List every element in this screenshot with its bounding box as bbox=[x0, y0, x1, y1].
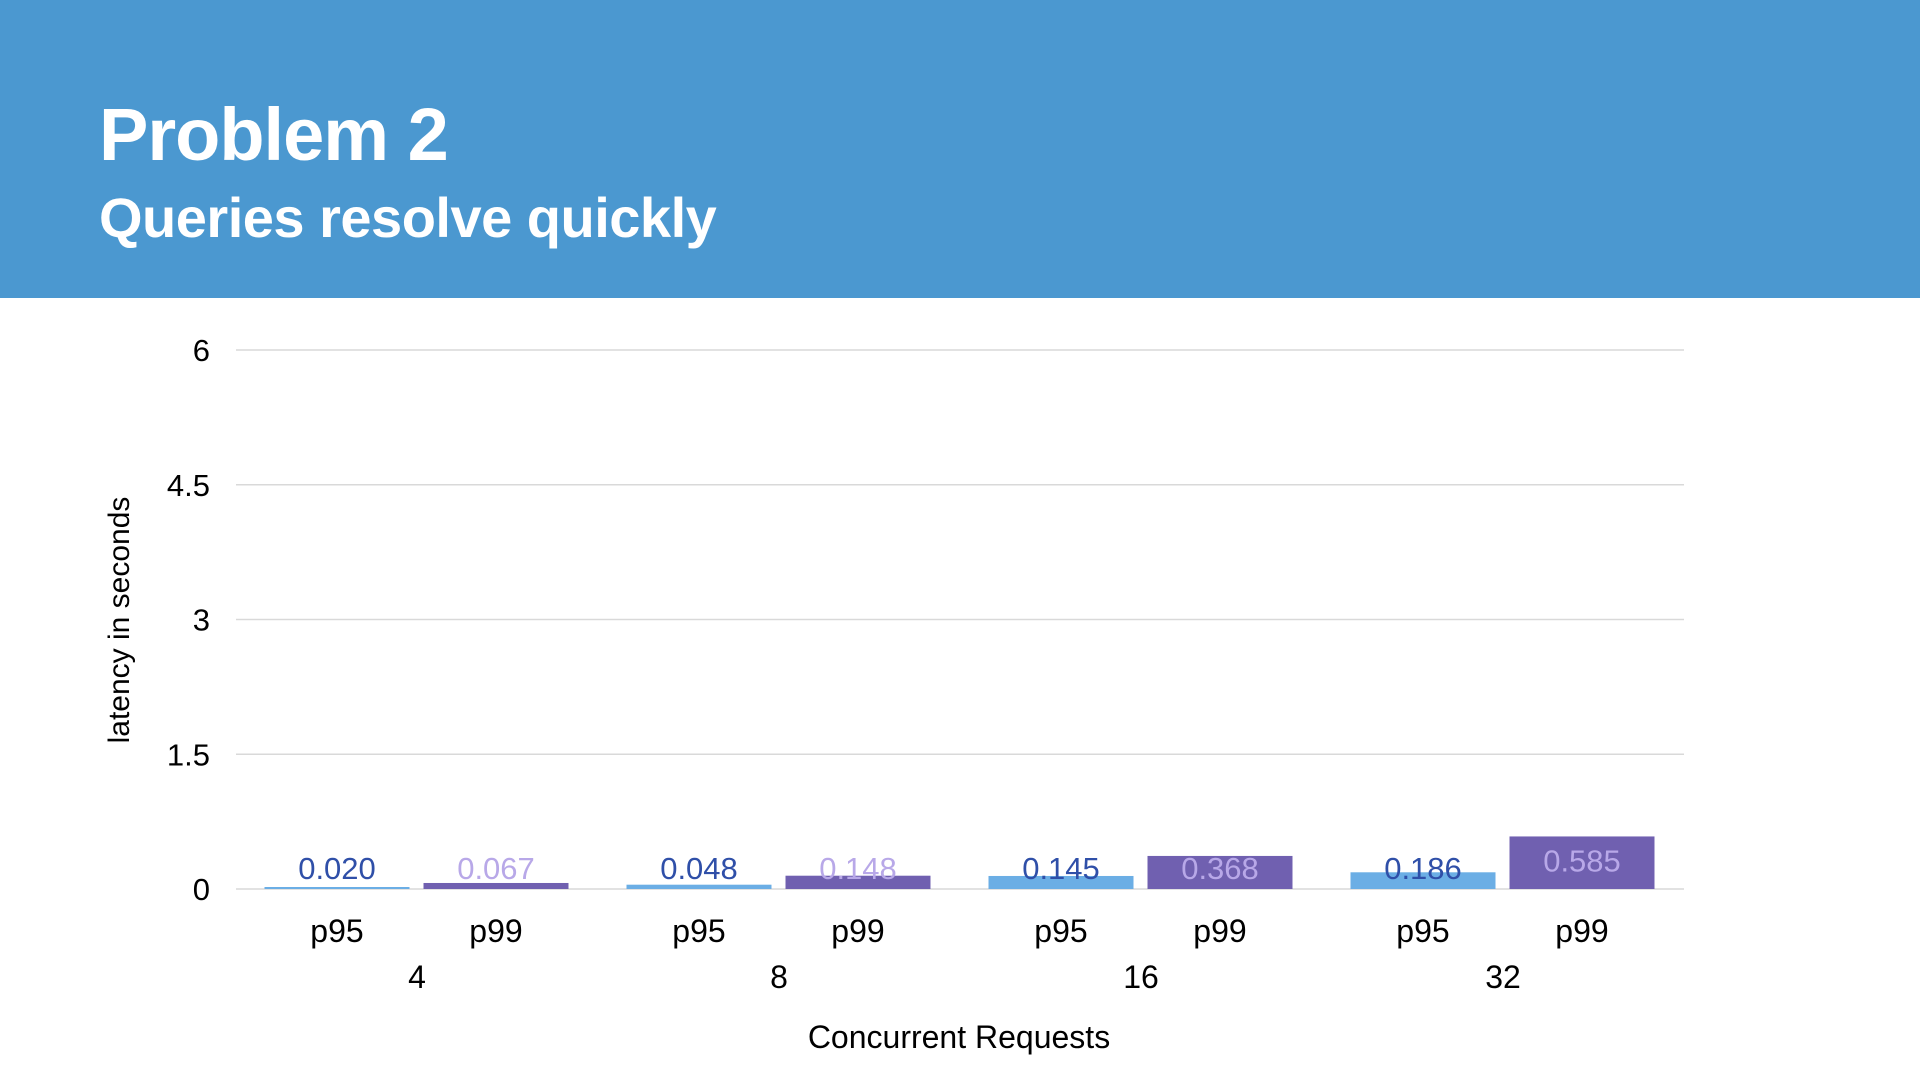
data-label: 0.368 bbox=[1181, 851, 1259, 886]
y-tick-label: 4.5 bbox=[167, 468, 210, 503]
x-subcategory-label: p95 bbox=[1034, 913, 1087, 949]
bars: 0.020 0.067 0.048 0.148 0.145 0.368 0.186 0.585 bbox=[264, 836, 1655, 889]
x-subcategory-label: p99 bbox=[1193, 913, 1246, 949]
x-subcategory-label: p99 bbox=[1555, 913, 1608, 949]
y-tick-label: 0 bbox=[193, 872, 210, 907]
bar-p95-16 bbox=[988, 875, 1134, 889]
gridlines bbox=[236, 349, 1684, 890]
data-label: 0.048 bbox=[660, 851, 738, 886]
data-label: 0.145 bbox=[1022, 851, 1100, 886]
y-axis-label: latency in seconds bbox=[103, 497, 136, 744]
data-label: 0.148 bbox=[819, 851, 897, 886]
x-subcategory-label: p95 bbox=[1396, 913, 1449, 949]
page-subtitle: Queries resolve quickly bbox=[99, 186, 717, 249]
x-subcategory-label: p99 bbox=[469, 913, 522, 949]
x-axis-labels: p95 p99 4 p95 p99 8 p95 p99 16 p95 p99 32 bbox=[310, 913, 1608, 995]
data-label: 0.186 bbox=[1384, 851, 1462, 886]
data-label: 0.585 bbox=[1543, 843, 1621, 878]
y-tick-label: 1.5 bbox=[167, 737, 210, 772]
x-group-label: 4 bbox=[408, 959, 426, 995]
data-label: 0.020 bbox=[298, 851, 376, 886]
y-tick-label: 6 bbox=[193, 333, 210, 368]
bar-p99-32 bbox=[1509, 836, 1655, 889]
bar-p95-8 bbox=[626, 884, 772, 889]
x-axis-label: Concurrent Requests bbox=[808, 1019, 1110, 1055]
x-group-label: 16 bbox=[1123, 959, 1159, 995]
x-subcategory-label: p99 bbox=[831, 913, 884, 949]
x-subcategory-label: p95 bbox=[672, 913, 725, 949]
y-tick-label: 3 bbox=[193, 603, 210, 638]
bar-p95-32 bbox=[1350, 872, 1496, 889]
bar-p95-4 bbox=[264, 887, 410, 889]
x-group-label: 8 bbox=[770, 959, 788, 995]
page-title: Problem 2 bbox=[99, 93, 449, 176]
x-subcategory-label: p95 bbox=[310, 913, 363, 949]
bar-p99-4 bbox=[423, 882, 569, 889]
bar-p99-8 bbox=[785, 875, 931, 889]
bar-p99-16 bbox=[1147, 855, 1293, 889]
header-banner: Problem 2 Queries resolve quickly bbox=[0, 0, 1920, 298]
y-axis-ticks: 0 1.5 3 4.5 6 bbox=[167, 333, 210, 907]
x-group-label: 32 bbox=[1485, 959, 1521, 995]
data-label: 0.067 bbox=[457, 851, 535, 886]
